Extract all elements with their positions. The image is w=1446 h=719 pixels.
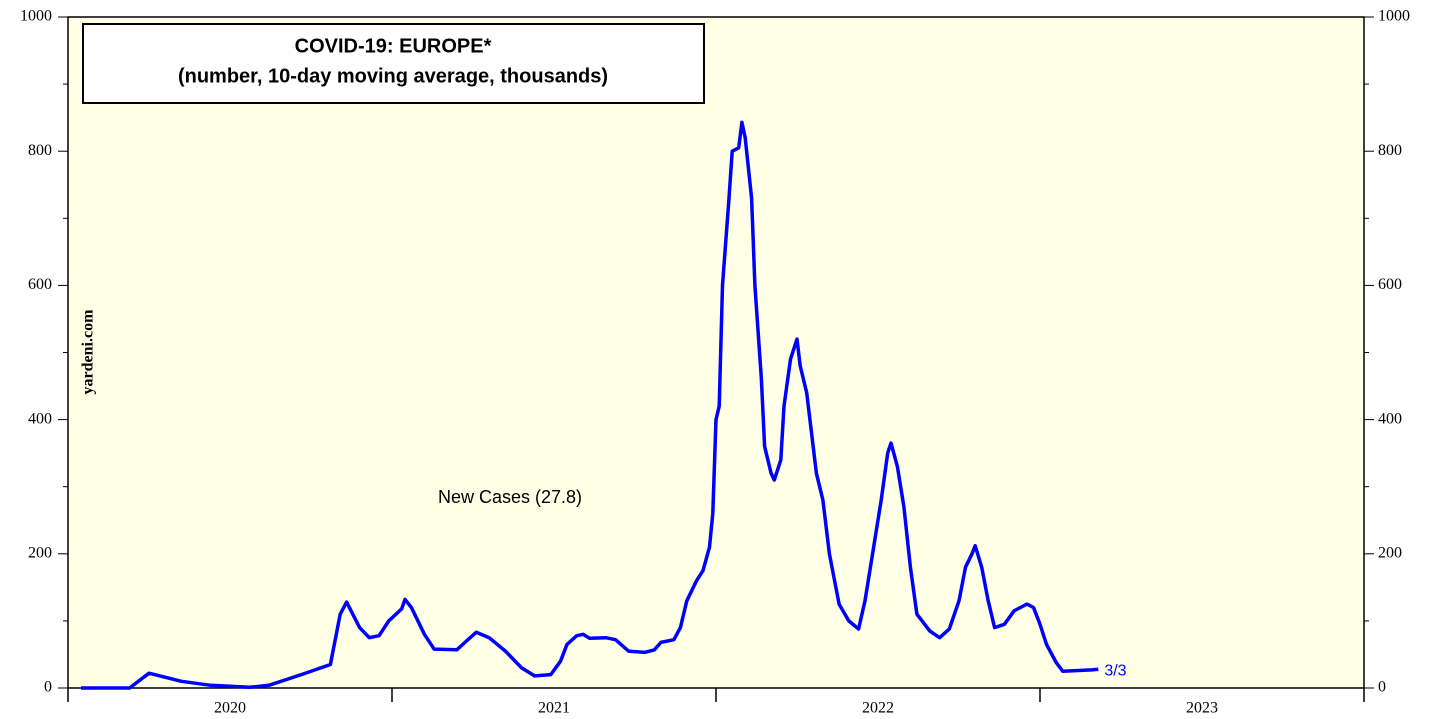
- y2-tick-label: 400: [1378, 410, 1402, 427]
- plot-area: [67, 16, 1365, 689]
- y2-tick-label: 1000: [1378, 8, 1410, 25]
- y-tick-label: 1000: [20, 8, 52, 25]
- y2-tick-label: 200: [1378, 544, 1402, 561]
- y-tick-label: 400: [28, 410, 52, 427]
- y2-tick-label: 800: [1378, 142, 1402, 159]
- chart-title: COVID-19: EUROPE*: [295, 35, 492, 57]
- data-line: [81, 120, 1099, 690]
- annotation: New Cases (27.8): [438, 487, 582, 507]
- x-tick-label: 2021: [538, 700, 570, 717]
- y2-tick-label: 600: [1378, 276, 1402, 293]
- y-tick-label: 200: [28, 544, 52, 561]
- x-tick-label: 2020: [214, 700, 246, 717]
- watermark: yardeni.com: [80, 309, 97, 395]
- x-tick-label: 2023: [1186, 700, 1218, 717]
- chart-subtitle: (number, 10-day moving average, thousand…: [178, 65, 608, 87]
- end-label: 3/3: [1104, 662, 1126, 679]
- title-box: [82, 23, 705, 104]
- y2-tick-label: 0: [1378, 679, 1386, 696]
- y-tick-label: 600: [28, 276, 52, 293]
- y-tick-label: 0: [44, 679, 52, 696]
- x-tick-label: 2022: [862, 700, 894, 717]
- y-tick-label: 800: [28, 142, 52, 159]
